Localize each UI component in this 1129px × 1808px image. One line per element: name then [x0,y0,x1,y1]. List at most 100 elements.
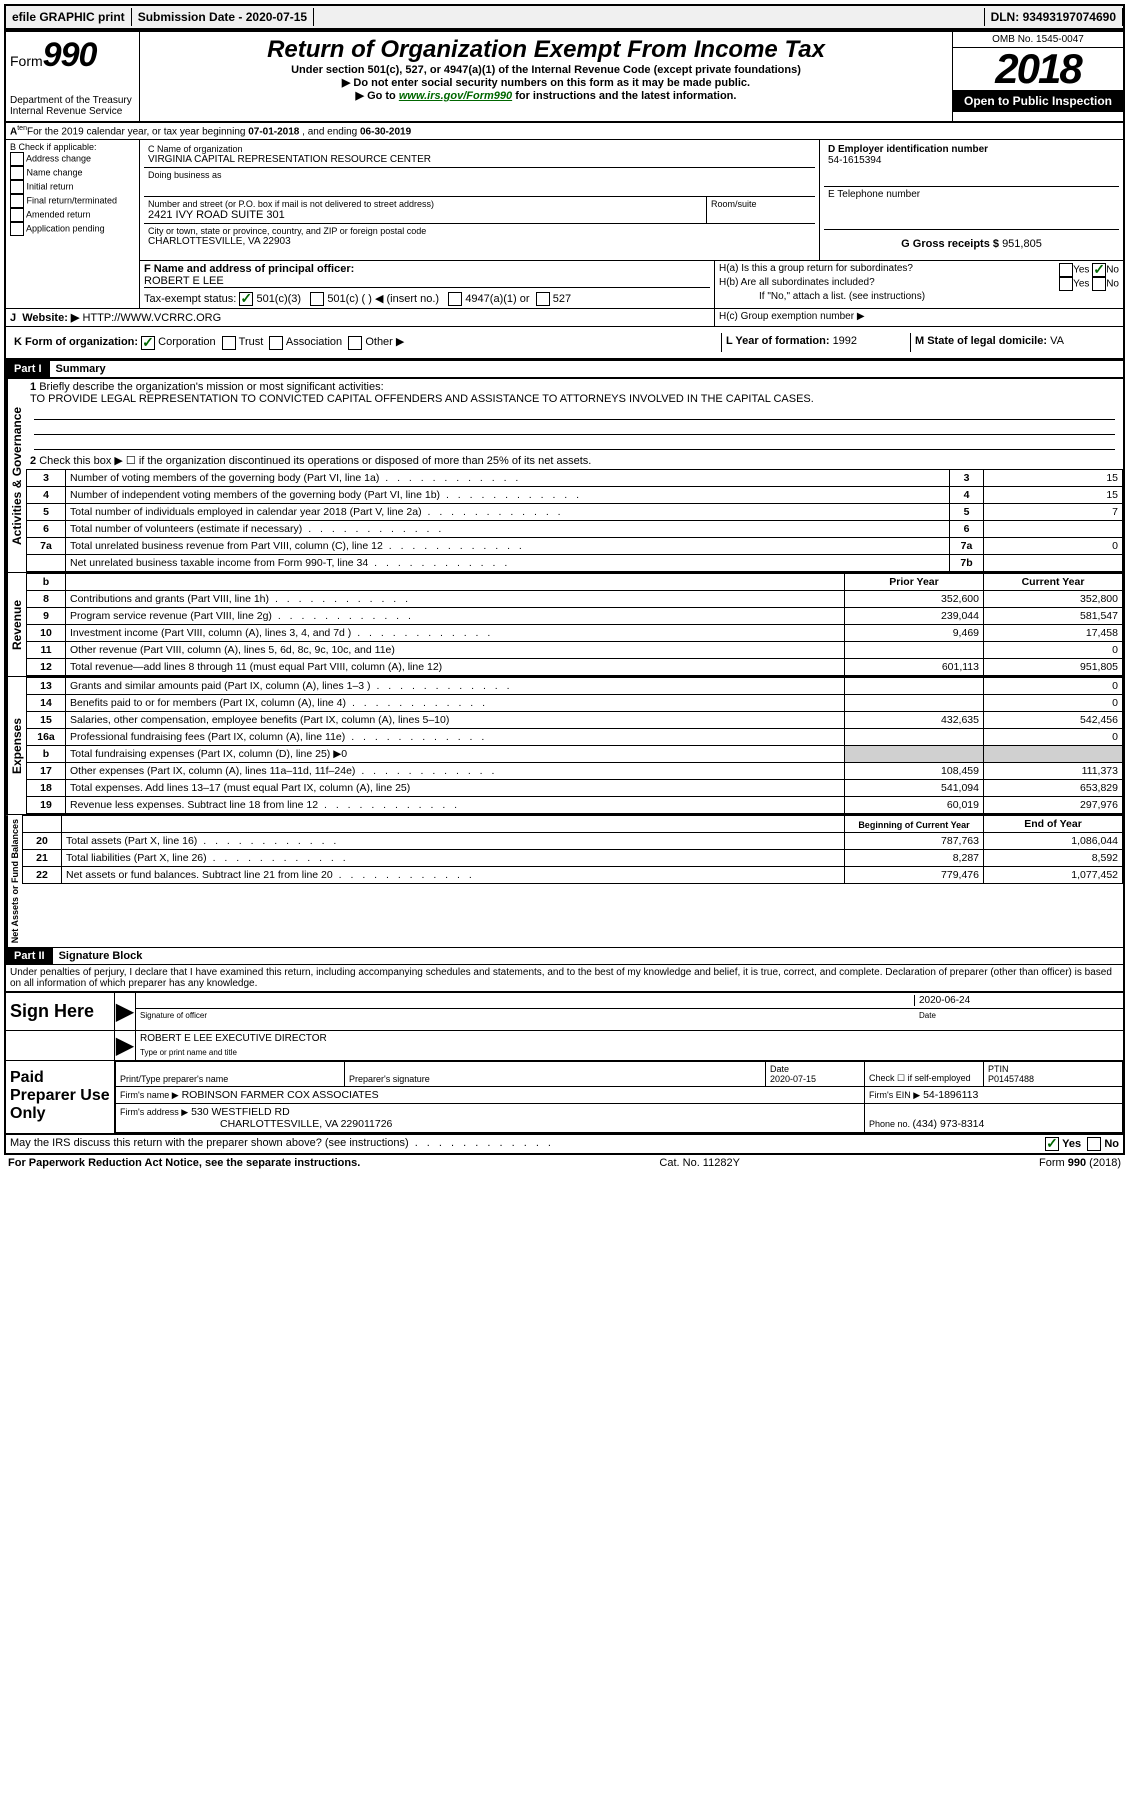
table-row: 3Number of voting members of the governi… [27,469,1123,486]
side-revenue: Revenue [6,573,26,676]
check-address[interactable]: Address change [10,152,135,166]
table-row: Net unrelated business taxable income fr… [27,554,1123,571]
dln: DLN: 93493197074690 [984,8,1123,26]
check-assoc[interactable] [269,336,283,350]
tax-year: 2018 [953,48,1123,90]
table-row: 14Benefits paid to or for members (Part … [27,694,1123,711]
part1-header: Part I Summary [6,360,1123,378]
check-527[interactable] [536,292,550,306]
form-number: Form990 [10,36,135,75]
table-row: Firm's address ▶ 530 WESTFIELD RDCHARLOT… [116,1103,1123,1132]
city-state-zip: CHARLOTTESVILLE, VA 22903 [148,236,811,247]
tax-exempt-row: Tax-exempt status: 501(c)(3) 501(c) ( ) … [144,287,710,306]
table-row: 11Other revenue (Part VIII, column (A), … [27,641,1123,658]
ein-row: D Employer identification number 54-1615… [824,142,1119,187]
header-left: Form990 Department of the Treasury Inter… [6,32,140,121]
table-row: 19Revenue less expenses. Subtract line 1… [27,796,1123,813]
hb-no[interactable] [1092,277,1106,291]
room-label: Room/suite [706,197,815,223]
part2-badge: Part II [6,948,53,964]
officer-name: ROBERT E LEE [144,275,710,287]
officer-signature[interactable] [140,995,914,1006]
check-initial[interactable]: Initial return [10,180,135,194]
firm-addr-cell: Firm's address ▶ 530 WESTFIELD RDCHARLOT… [116,1103,865,1132]
entity-info: B Check if applicable: Address change Na… [6,140,1123,308]
prep-name-label: Print/Type preparer's name [116,1061,345,1086]
self-employed-check[interactable]: Check ☐ if self-employed [865,1061,984,1086]
tax-exempt-label: Tax-exempt status: [144,293,236,305]
ha-no[interactable] [1092,263,1106,277]
h-c-label: H(c) Group exemption number ▶ [714,309,1123,326]
header-center: Return of Organization Exempt From Incom… [140,32,952,121]
discuss-yes[interactable] [1045,1137,1059,1151]
k-l-m-row: K Form of organization: Corporation Trus… [6,327,1123,359]
h-a-label: H(a) Is this a group return for subordin… [719,263,913,277]
right-info-col: D Employer identification number 54-1615… [819,140,1123,260]
firm-name-cell: Firm's name ▶ ROBINSON FARMER COX ASSOCI… [116,1086,865,1103]
header-sub3: ▶ Go to www.irs.gov/Form990 for instruct… [144,89,948,102]
col-k: K Form of organization: Corporation Trus… [10,333,721,351]
section-a: AtenFor the 2019 calendar year, or tax y… [6,123,1123,140]
col-cdefg: C Name of organization VIRGINIA CAPITAL … [140,140,1123,308]
net-table: Beginning of Current YearEnd of Year 20T… [22,815,1123,884]
table-row: bTotal fundraising expenses (Part IX, co… [27,745,1123,762]
prep-sig-label: Preparer's signature [345,1061,766,1086]
side-expenses: Expenses [6,677,26,814]
netassets-section: Net Assets or Fund Balances Beginning of… [6,814,1123,947]
check-501c[interactable] [310,292,324,306]
check-amended[interactable]: Amended return [10,208,135,222]
form-container: Form990 Department of the Treasury Inter… [4,30,1125,1155]
signature-block: Sign Here ▶ 2020-06-24 Signature of offi… [6,991,1123,1135]
addr-row: Number and street (or P.O. box if mail i… [144,197,815,224]
check-501c3[interactable] [239,292,253,306]
prep-date-cell: Date2020-07-15 [766,1061,865,1086]
check-other[interactable] [348,336,362,350]
efile-label[interactable]: efile GRAPHIC print [6,8,132,26]
form-header: Form990 Department of the Treasury Inter… [6,32,1123,123]
ha-yes[interactable] [1059,263,1073,277]
check-name[interactable]: Name change [10,166,135,180]
table-row: 7aTotal unrelated business revenue from … [27,537,1123,554]
discuss-row: May the IRS discuss this return with the… [6,1135,1123,1153]
officer-h-row: F Name and address of principal officer:… [140,261,1123,308]
website-label: Website: ▶ [22,312,79,324]
activities-section: Activities & Governance 1 Briefly descri… [6,378,1123,572]
form-title: Return of Organization Exempt From Incom… [144,36,948,64]
officer-label: F Name and address of principal officer: [144,263,354,275]
check-pending[interactable]: Application pending [10,222,135,236]
h-section: H(a) Is this a group return for subordin… [715,261,1123,308]
l1-text: TO PROVIDE LEGAL REPRESENTATION TO CONVI… [30,393,814,405]
table-row: 17Other expenses (Part IX, column (A), l… [27,762,1123,779]
table-row: 13Grants and similar amounts paid (Part … [27,677,1123,694]
col-l: L Year of formation: 1992 [721,333,910,351]
hb-yes[interactable] [1059,277,1073,291]
ein-value: 54-1615394 [828,155,1115,166]
top-bar: efile GRAPHIC print Submission Date - 20… [4,4,1125,30]
declaration-text: Under penalties of perjury, I declare th… [6,965,1123,991]
h-b-label: H(b) Are all subordinates included? [719,277,875,291]
ptin-cell: PTINP01457488 [984,1061,1123,1086]
discuss-label: May the IRS discuss this return with the… [10,1137,409,1149]
table-header: Beginning of Current YearEnd of Year [23,815,1123,832]
part1-title: Summary [50,363,106,375]
org-name-row: C Name of organization VIRGINIA CAPITAL … [144,142,815,168]
check-corp[interactable] [141,336,155,350]
addr-label: Number and street (or P.O. box if mail i… [148,199,702,209]
line2: 2 Check this box ▶ ☐ if the organization… [26,452,1123,469]
header-right: OMB No. 1545-0047 2018 Open to Public In… [952,32,1123,121]
preparer-table: Print/Type preparer's name Preparer's si… [115,1061,1123,1133]
l1-label: Briefly describe the organization's miss… [39,381,383,393]
check-final[interactable]: Final return/terminated [10,194,135,208]
check-trust[interactable] [222,336,236,350]
discuss-no[interactable] [1087,1137,1101,1151]
irs-link[interactable]: www.irs.gov/Form990 [399,90,512,102]
phone-label: E Telephone number [828,189,1115,200]
col-b-label: B Check if applicable: [10,142,135,152]
table-row: Print/Type preparer's name Preparer's si… [116,1061,1123,1086]
check-4947[interactable] [448,292,462,306]
submission-date: Submission Date - 2020-07-15 [132,8,314,26]
website-value: HTTP://WWW.VCRRC.ORG [82,312,221,324]
footer-mid: Cat. No. 11282Y [659,1157,740,1169]
website-row: J Website: ▶ HTTP://WWW.VCRRC.ORG H(c) G… [6,308,1123,327]
table-row: 12Total revenue—add lines 8 through 11 (… [27,658,1123,675]
